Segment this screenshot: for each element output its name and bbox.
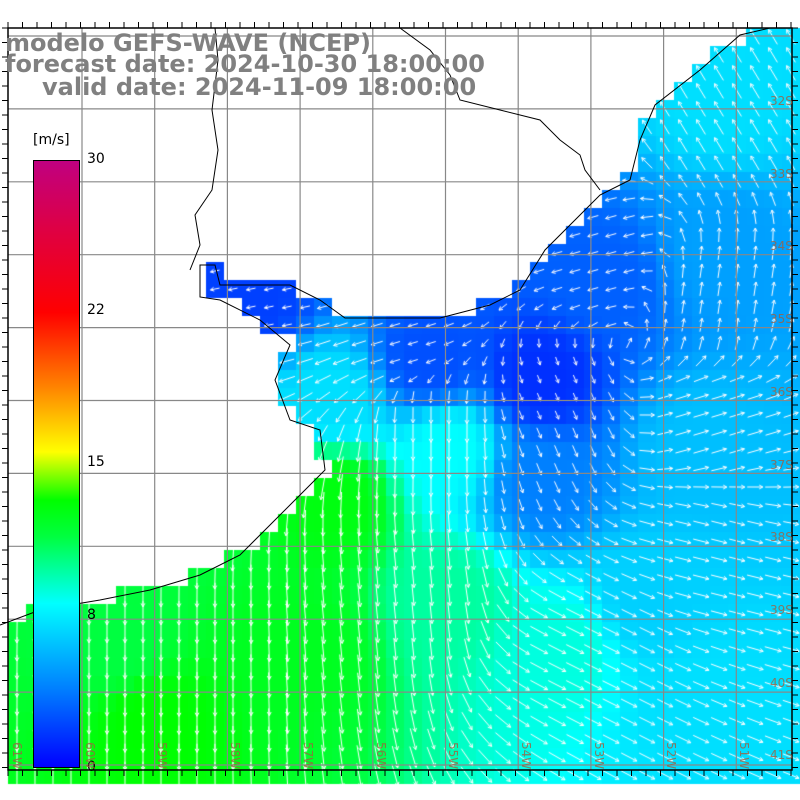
latitude-label: 34S	[770, 239, 793, 254]
latitude-label: 39S	[770, 602, 793, 617]
longitude-label: 56W	[373, 742, 388, 770]
latitude-label: 41S	[770, 748, 793, 763]
border-line	[189, 27, 219, 271]
colorbar-tick: 8	[87, 607, 96, 623]
latitude-label: 37S	[770, 457, 793, 472]
latitude-label: 35S	[770, 312, 793, 327]
colorbar-tick: 0	[87, 759, 96, 775]
longitude-label: 51W	[737, 742, 751, 770]
latitude-label: 36S	[770, 384, 793, 399]
colorbar-tick: 30	[87, 151, 105, 167]
longitude-label: 59W	[155, 742, 170, 770]
colorbar	[33, 160, 80, 768]
longitude-label: 60W	[82, 742, 97, 770]
latitude-label: 33S	[770, 166, 793, 181]
colorbar-unit: [m/s]	[33, 132, 70, 148]
lagoon-coastline	[399, 27, 601, 191]
valid-date: valid date: 2024-11-09 18:00:00	[42, 73, 477, 101]
longitude-label: 53W	[591, 742, 606, 770]
map-frame	[7, 27, 793, 771]
latitude-label: 40S	[770, 675, 793, 690]
longitude-label: 61W	[10, 742, 24, 770]
longitude-label: 57W	[300, 742, 315, 770]
longitude-label: 54W	[518, 742, 533, 770]
coastline	[0, 27, 771, 626]
forecast-date: forecast date: 2024-10-30 18:00:00	[5, 50, 485, 78]
colorbar-tick: 15	[87, 454, 105, 470]
longitude-label: 58W	[228, 742, 243, 770]
model-title: modelo GEFS-WAVE (NCEP)	[5, 29, 371, 57]
longitude-label: 55W	[446, 742, 461, 770]
colorbar-tick: 22	[87, 302, 105, 318]
latitude-label: 38S	[770, 530, 793, 545]
latitude-label: 32S	[770, 94, 793, 108]
longitude-label: 52W	[664, 742, 679, 770]
